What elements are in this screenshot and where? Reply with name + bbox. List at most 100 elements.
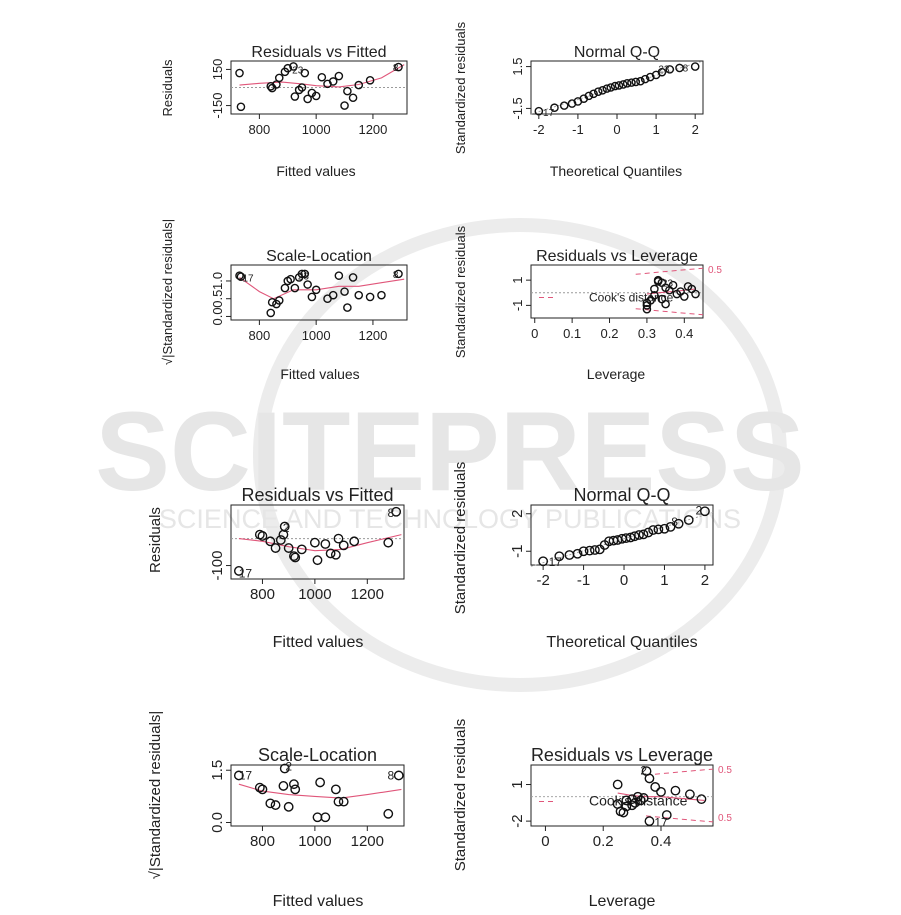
x-tick-label: 0 (541, 833, 549, 850)
data-point (309, 537, 320, 548)
data-point (280, 283, 290, 293)
cooks-distance-contour-lower (635, 308, 704, 316)
data-point (311, 285, 321, 295)
plot-frame (530, 504, 714, 566)
data-point (275, 535, 286, 545)
cooks-distance-contour-upper (635, 267, 704, 275)
point-id-label: 8 (683, 63, 689, 74)
data-point (289, 779, 299, 790)
point-id-label: 23 (292, 65, 304, 76)
y-tick-label: -100 (209, 551, 226, 581)
data-point (622, 79, 632, 88)
data-point (621, 795, 632, 806)
data-point (265, 536, 276, 547)
cooks-contour-label: 0.5 (708, 265, 722, 276)
data-point (578, 546, 589, 557)
data-point (550, 103, 559, 113)
plot-frame (230, 504, 405, 580)
data-point (333, 796, 344, 807)
data-point (270, 543, 281, 553)
data-point (265, 798, 276, 809)
plot-frame (530, 264, 704, 319)
watermark-subtitle: SCIENCE AND TECHNOLOGY PUBLICATIONS (159, 504, 741, 534)
y-tick-label: 1 (509, 780, 526, 788)
y-tick-label: 0.5 (210, 290, 225, 308)
data-point (330, 549, 341, 560)
data-point (325, 548, 336, 559)
data-point (274, 73, 284, 83)
x-tick-label: 0.1 (563, 326, 581, 341)
y-axis-label: √|Standardized residuals| (160, 219, 175, 365)
data-point (612, 779, 623, 790)
data-point (642, 304, 652, 314)
data-point (290, 784, 301, 795)
x-tick-label: 800 (250, 833, 275, 850)
data-point (349, 536, 360, 547)
data-point (283, 543, 294, 553)
qq-reference-line (530, 60, 704, 115)
data-point (638, 529, 649, 540)
data-point (614, 81, 624, 90)
data-point (338, 796, 349, 807)
data-point (610, 81, 620, 91)
data-point (589, 89, 598, 99)
data-point (290, 552, 301, 563)
data-point (303, 280, 312, 289)
point-id-label: 23 (658, 65, 670, 76)
data-point (289, 62, 298, 71)
x-tick-label: 1200 (358, 122, 387, 137)
point-id-label: 2 (696, 504, 703, 518)
point-id-label: 17 (239, 768, 253, 782)
data-point (348, 93, 358, 103)
y-tick-label: -1 (510, 300, 525, 312)
plot-panel-3: Scale-Location 17 23 8 800 1000 1200 0.00.51.0 F… (160, 219, 408, 382)
y-tick-label: -150 (210, 93, 225, 119)
data-point (307, 292, 317, 302)
plot-panel-6: Normal Q-Q 17 8 2 -2 -1 0 1 2 -1 2 Theoretical Quan… (452, 462, 714, 651)
plot-panel-1: Residuals vs Fitted 23 8 800 1000 1200 -150 150… (160, 44, 408, 179)
point-id-label: 23 (298, 272, 310, 283)
plot-frame (530, 764, 714, 827)
y-tick-label: 1.5 (209, 760, 226, 781)
data-point (394, 269, 403, 279)
data-point (235, 271, 244, 280)
x-tick-label: -1 (577, 572, 590, 589)
data-point (303, 94, 312, 104)
plot-title: Scale-Location (266, 248, 372, 265)
data-point (631, 77, 641, 87)
plot-title: Scale-Location (258, 745, 377, 765)
data-point (638, 793, 649, 803)
data-point (279, 763, 290, 774)
data-point (333, 533, 344, 544)
data-point (627, 800, 638, 811)
x-axis-label: Fitted values (280, 366, 359, 382)
plot-frame (230, 764, 405, 827)
data-point (317, 72, 327, 82)
data-point (584, 545, 595, 556)
data-point (621, 801, 632, 812)
y-tick-label: 0.0 (210, 307, 225, 325)
data-point (274, 296, 284, 305)
data-point (266, 308, 276, 318)
point-id-label: 17 (543, 108, 555, 119)
data-point (635, 795, 646, 806)
data-point (650, 284, 659, 294)
data-point (554, 551, 565, 562)
x-tick-label: 0.2 (600, 326, 618, 341)
point-id-label: 8 (388, 768, 395, 782)
x-tick-label: 1200 (351, 586, 384, 603)
data-point (338, 540, 349, 551)
data-point (233, 770, 244, 781)
watermark-emblem (253, 218, 787, 692)
data-point (696, 794, 707, 805)
data-point (584, 91, 594, 101)
x-tick-label: 1000 (302, 122, 331, 137)
data-point (668, 280, 678, 290)
data-point (630, 797, 640, 808)
data-point (644, 816, 655, 827)
data-point (340, 287, 349, 296)
plot-title: Residuals vs Fitted (251, 44, 386, 61)
data-point (675, 63, 684, 73)
data-point (312, 555, 323, 566)
